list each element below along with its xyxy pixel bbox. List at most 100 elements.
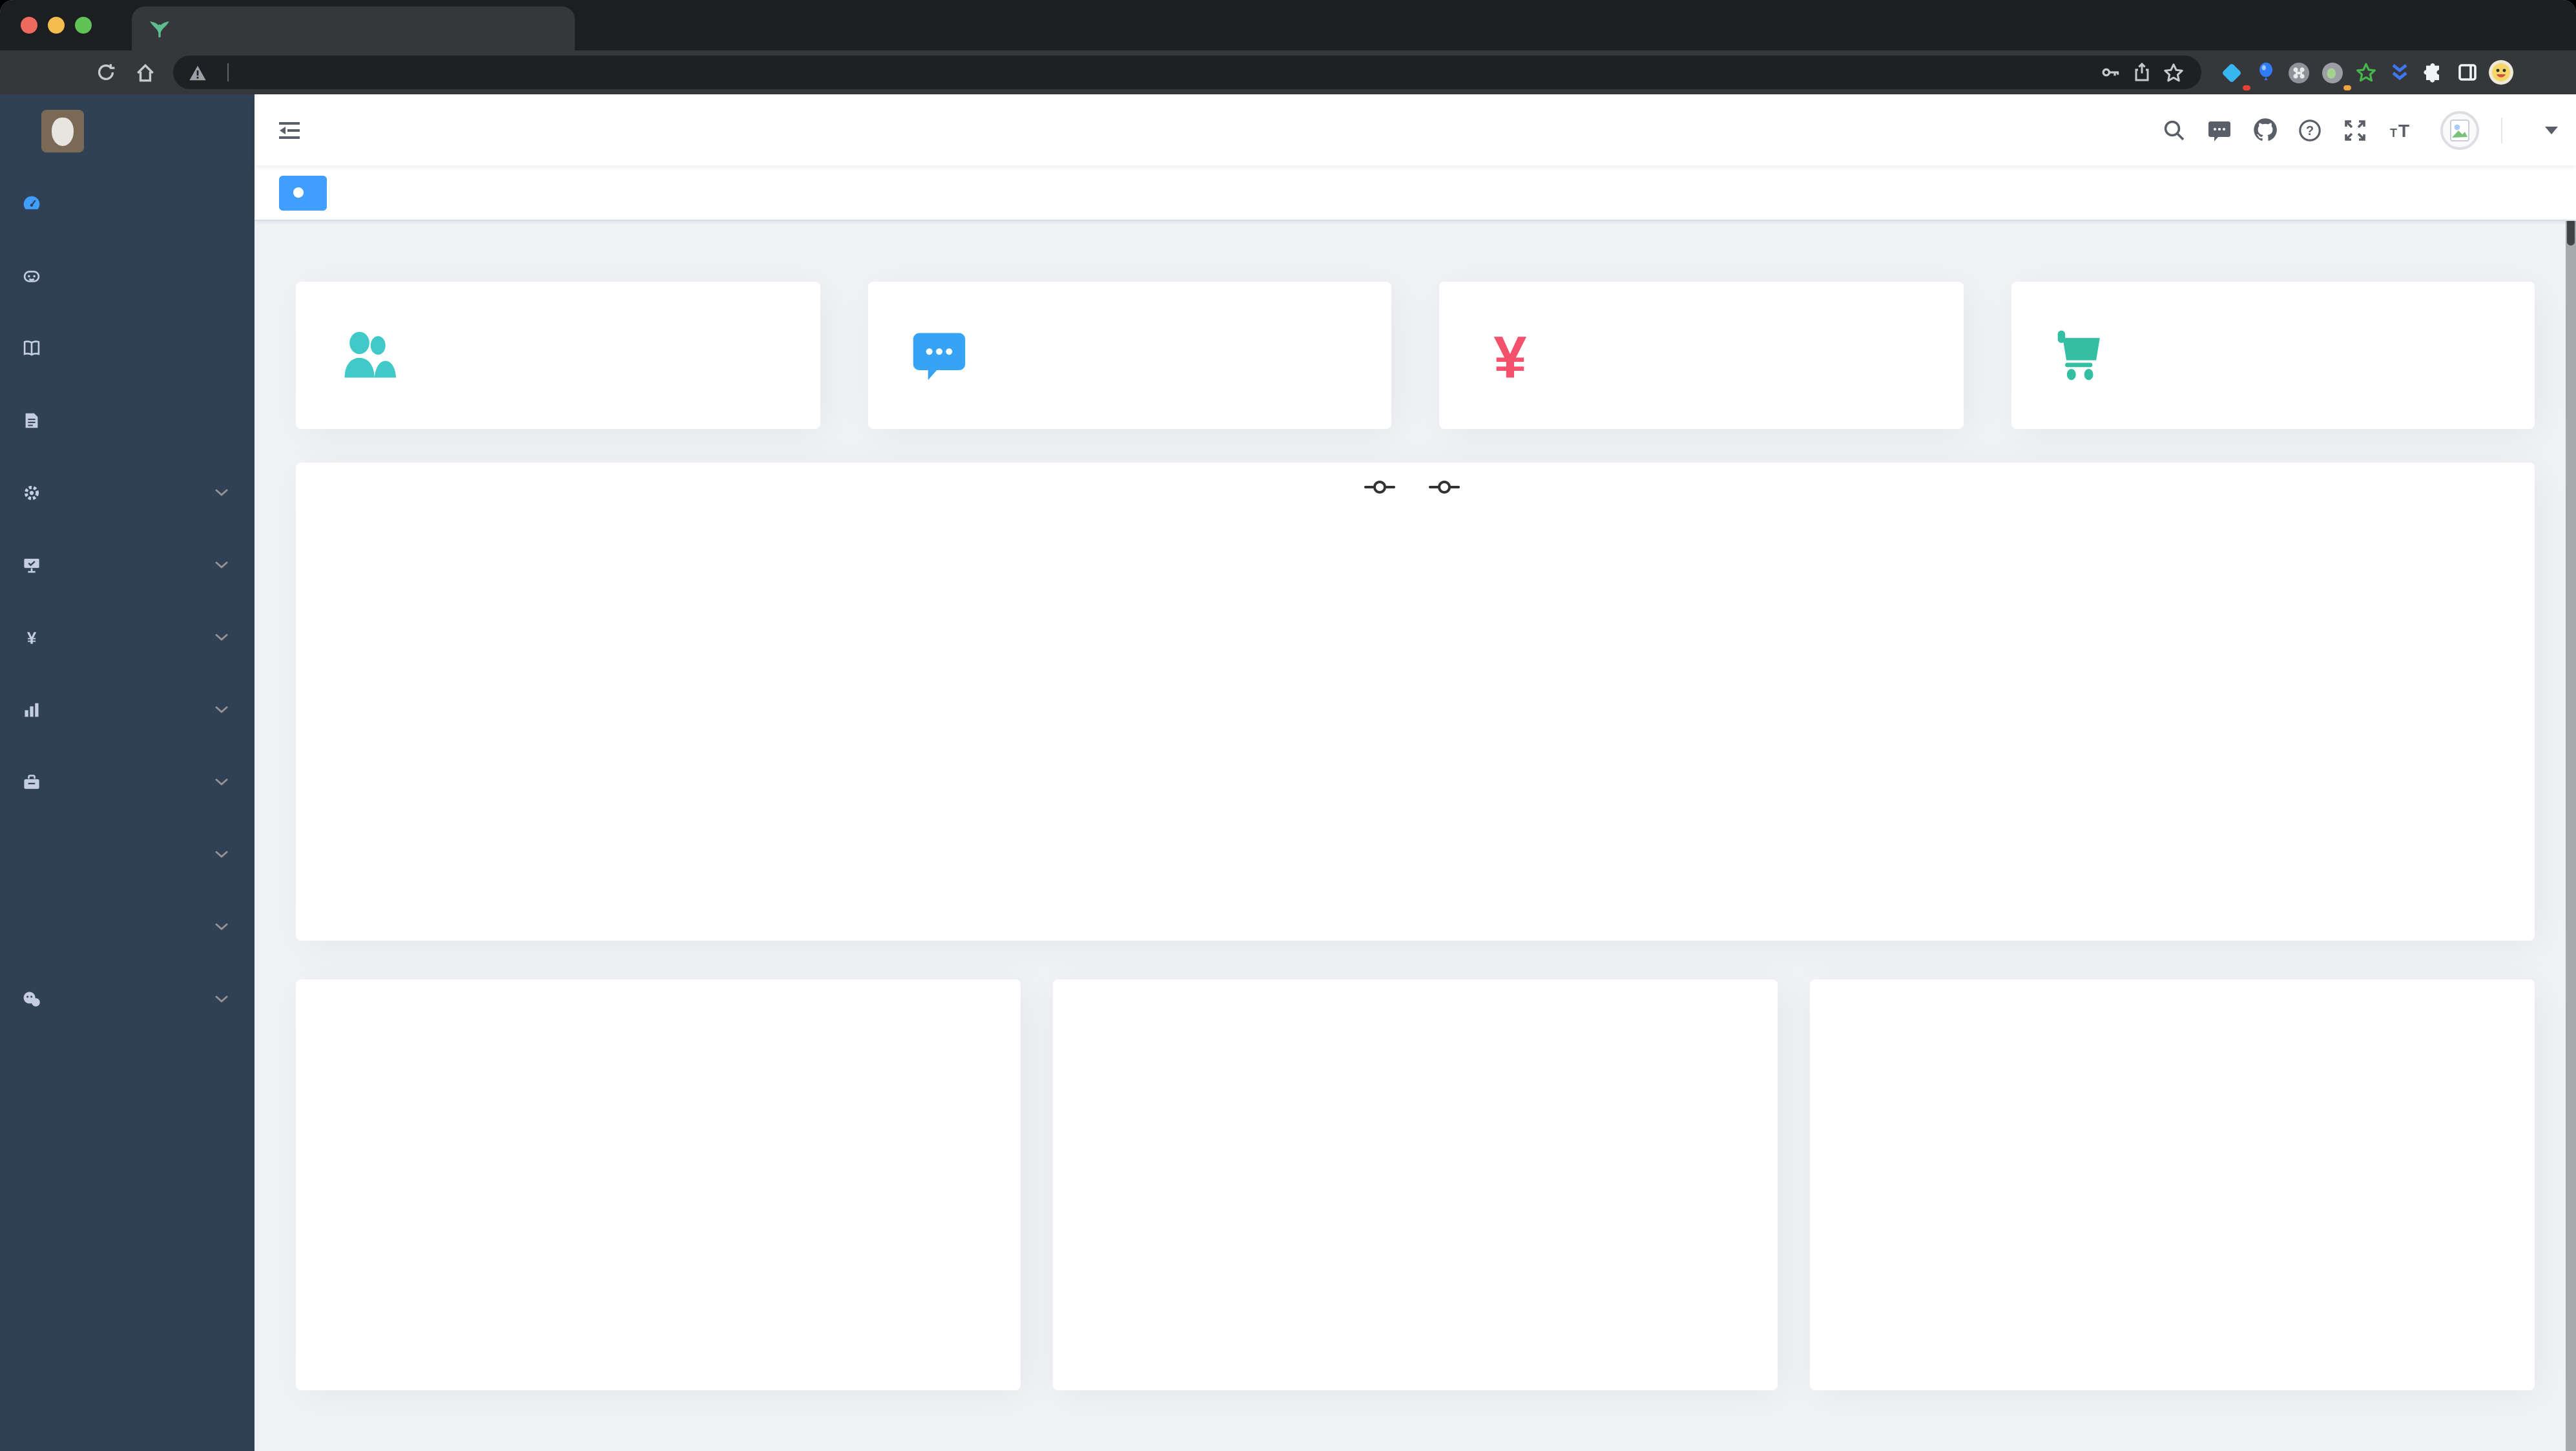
profile-avatar-icon[interactable] [2486, 57, 2515, 87]
extension-badge [2343, 85, 2351, 90]
logo-avatar [41, 109, 84, 152]
sidebar-item-mall[interactable] [0, 890, 254, 963]
line-chart-legend[interactable] [296, 481, 2535, 494]
key-icon [2102, 68, 2119, 77]
page-scrollbar[interactable] [2566, 94, 2576, 1451]
username[interactable] [2501, 117, 2515, 143]
chevron-down-icon [215, 994, 228, 1002]
browser-tab[interactable] [132, 6, 575, 50]
message-button[interactable] [2207, 117, 2232, 143]
extension-balloon-icon[interactable] [2250, 57, 2280, 87]
extension-chevrons-icon[interactable] [2385, 57, 2415, 87]
browser-menu-icon[interactable] [2519, 57, 2549, 87]
search-button[interactable] [2161, 117, 2187, 143]
address-bar[interactable] [173, 56, 2201, 89]
sidebar-item-system[interactable] [0, 456, 254, 528]
fullscreen-button[interactable] [2342, 117, 2368, 143]
password-key-button[interactable] [2095, 57, 2126, 88]
sidebar-item-author[interactable] [0, 239, 254, 311]
bar-chart [1810, 979, 2537, 1390]
warning-icon [189, 65, 206, 80]
sidebar: ¥ [0, 94, 254, 1451]
chevron-down-icon [215, 705, 228, 713]
line-chart [296, 463, 2531, 941]
people-icon [335, 323, 399, 388]
sidebar-logo[interactable] [0, 94, 254, 167]
doc-icon [22, 410, 41, 430]
radar-chart-legend[interactable] [296, 1357, 1021, 1375]
pie-chart [1053, 979, 1778, 1390]
home-icon [136, 63, 153, 81]
sidebar-item-boot-docs[interactable] [0, 311, 254, 384]
chevron-down-icon [215, 850, 228, 857]
side-panel-icon[interactable] [2452, 57, 2482, 87]
tag-home[interactable] [279, 175, 327, 210]
home-button[interactable] [127, 54, 163, 90]
url-divider [227, 63, 229, 81]
close-window-button[interactable] [21, 17, 37, 34]
new-tab-button[interactable] [597, 10, 630, 44]
line-chart-card [296, 463, 2535, 941]
reload-icon [98, 64, 115, 80]
security-warning[interactable] [189, 64, 214, 81]
sidebar-item-home[interactable] [0, 167, 254, 239]
sidebar-item-wechat[interactable] [0, 963, 254, 1035]
extension-monkey-icon[interactable] [2318, 57, 2351, 90]
sidebar-item-cloud-docs[interactable] [0, 384, 254, 456]
traffic-lights [21, 17, 92, 34]
stat-card-orders[interactable] [2011, 282, 2535, 429]
star-icon [2163, 63, 2183, 81]
caret-down-icon[interactable] [2545, 126, 2558, 134]
svg-text:T: T [2390, 126, 2397, 139]
help-button[interactable]: ? [2297, 117, 2323, 143]
stat-card-messages[interactable] [867, 282, 1391, 429]
legend-expected[interactable] [1364, 481, 1402, 494]
gear-icon [22, 483, 41, 502]
share-icon [2135, 62, 2149, 81]
collapse-sidebar-button[interactable] [275, 116, 304, 144]
legend-actual[interactable] [1428, 481, 1467, 494]
pie-chart-legend[interactable] [1053, 1357, 1778, 1375]
sidebar-item-workflow[interactable] [0, 746, 254, 818]
tab-close-icon[interactable] [552, 26, 562, 31]
stat-card-visitors[interactable] [296, 282, 820, 429]
back-button[interactable] [10, 54, 47, 90]
svg-text:T: T [2398, 120, 2409, 140]
github-button[interactable] [2252, 117, 2278, 143]
pie-chart-card [1053, 979, 1778, 1390]
share-button[interactable] [2126, 57, 2157, 88]
forward-button[interactable] [49, 54, 85, 90]
extensions-puzzle-icon[interactable] [2418, 57, 2448, 87]
svg-text:?: ? [2306, 123, 2314, 138]
zoom-window-button[interactable] [75, 17, 92, 34]
favicon-leaf-icon [150, 20, 169, 37]
reload-button[interactable] [88, 54, 124, 90]
stat-card-amount[interactable]: ¥ [1439, 282, 1963, 429]
tags-view-bar [254, 165, 2576, 221]
yen-icon: ¥ [22, 627, 41, 647]
browser-toolbar [0, 50, 2576, 94]
sidebar-item-member[interactable] [0, 818, 254, 890]
radar-chart-card [296, 979, 1021, 1390]
cart-icon [2050, 323, 2114, 388]
infra-icon [22, 555, 41, 574]
dashboard-content: ¥ [254, 221, 2576, 1451]
minimize-window-button[interactable] [48, 17, 65, 34]
book-icon [22, 338, 41, 357]
extension-star-icon[interactable] [2351, 57, 2381, 87]
bookmark-button[interactable] [2157, 57, 2188, 88]
bar-chart-card [1810, 979, 2535, 1390]
sidebar-item-report[interactable] [0, 673, 254, 746]
svg-text:¥: ¥ [1493, 326, 1526, 385]
chevron-down-icon [215, 632, 228, 640]
extension-diamond-icon[interactable] [2217, 57, 2250, 90]
sidebar-item-infra[interactable] [0, 528, 254, 601]
extension-clover-icon[interactable] [2284, 57, 2314, 87]
wechat-icon [22, 989, 41, 1008]
user-avatar[interactable] [2440, 110, 2479, 149]
sidebar-item-payment[interactable]: ¥ [0, 601, 254, 673]
extension-badge [2243, 85, 2250, 90]
